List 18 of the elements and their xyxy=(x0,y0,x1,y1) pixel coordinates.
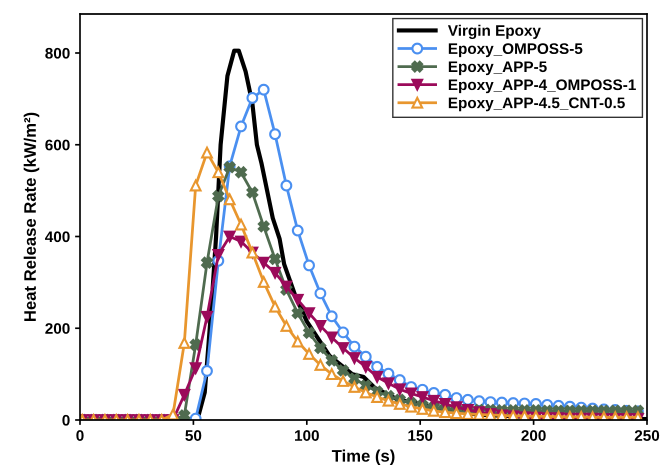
x-axis-title: Time (s) xyxy=(332,450,394,466)
y-tick-label: 800 xyxy=(45,48,70,59)
x-tick-label: 250 xyxy=(634,430,660,441)
x-tick-label: 0 xyxy=(76,430,84,441)
x-tick-label: 100 xyxy=(295,430,319,441)
y-tick-label: 400 xyxy=(45,231,70,242)
legend-label: Virgin Epoxy xyxy=(448,24,541,40)
legend-label: Epoxy_APP-4_OMPOSS-1 xyxy=(448,79,636,94)
y-tick-label: 200 xyxy=(45,323,70,334)
x-tick-label: 150 xyxy=(408,430,432,441)
y-tick-label: 0 xyxy=(62,414,70,426)
y-tick-label: 600 xyxy=(45,140,70,150)
legend-label: Epoxy_OMPOSS-5 xyxy=(448,43,582,58)
legend-label: Epoxy_APP-5 xyxy=(448,61,547,76)
legend-label: Epoxy_APP-4.5_CNT-0.5 xyxy=(448,97,625,112)
y-axis-title: Heat Release Rate (kW/m²) xyxy=(24,112,40,322)
x-tick-label: 50 xyxy=(185,430,202,441)
x-tick-label: 200 xyxy=(521,430,546,441)
